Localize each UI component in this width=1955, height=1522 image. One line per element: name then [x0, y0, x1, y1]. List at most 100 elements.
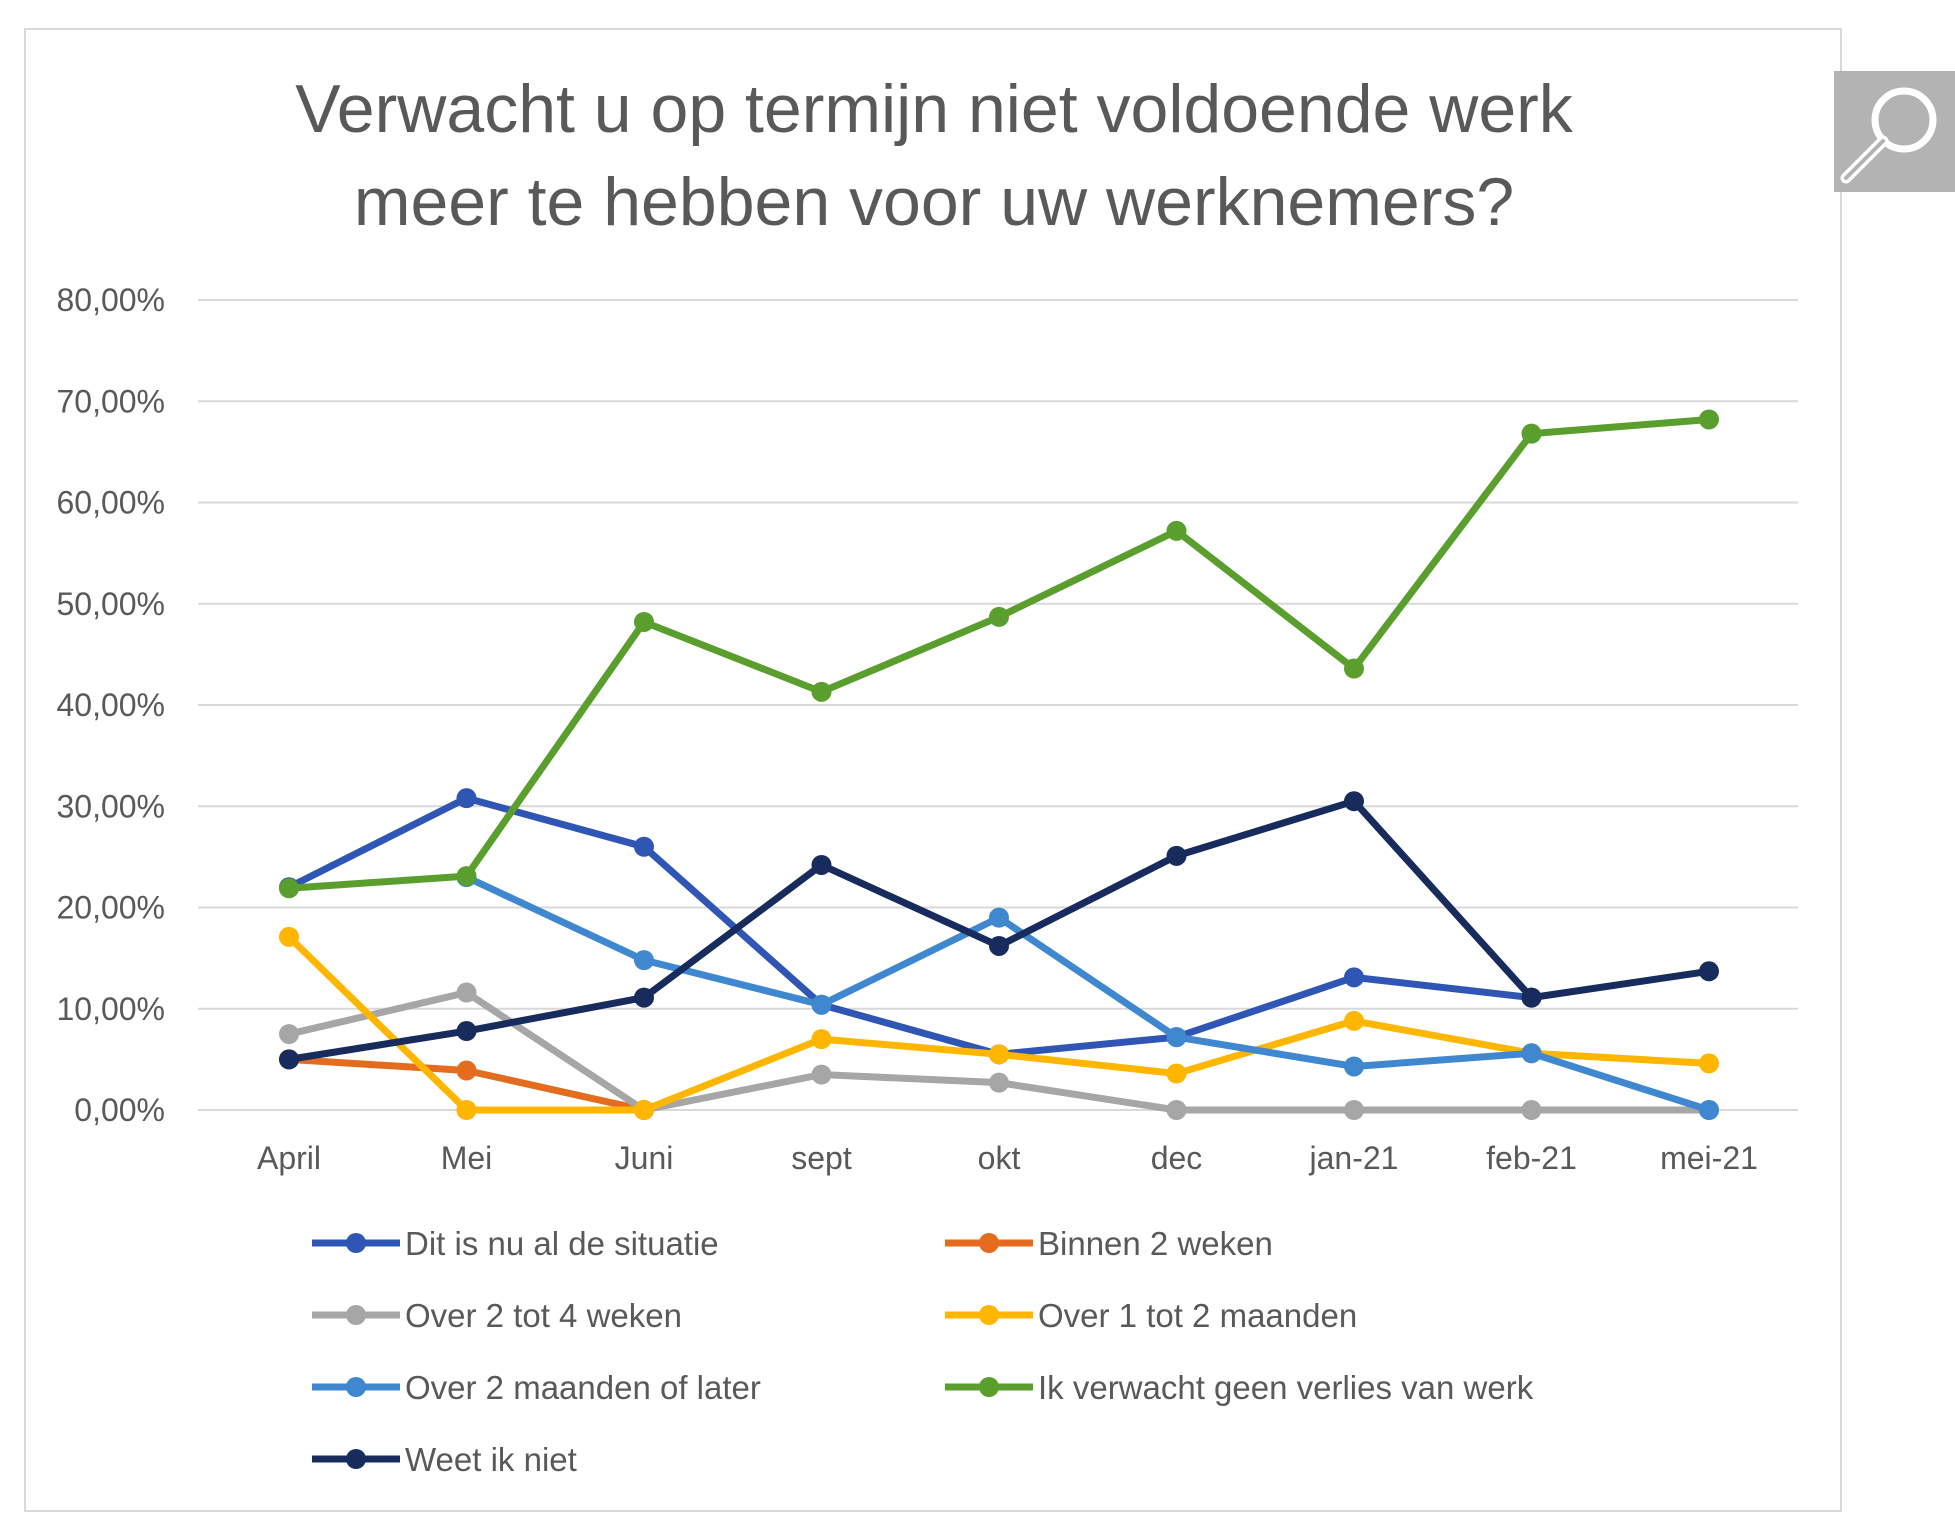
- data-point: [1521, 423, 1542, 444]
- x-axis-tick-labels: April Mei Juni sept okt dec jan-21 feb-21 mei-21: [257, 1140, 1758, 1176]
- legend-item: Over 2 tot 4 weken: [312, 1297, 682, 1334]
- data-point: [634, 836, 654, 857]
- data-point: [811, 994, 832, 1015]
- x-tick-label: Juni: [615, 1140, 674, 1176]
- x-tick-label: feb-21: [1486, 1140, 1577, 1176]
- data-point: [634, 611, 654, 632]
- data-point: [1521, 1043, 1542, 1064]
- legend-label: Over 2 maanden of later: [405, 1369, 761, 1406]
- x-tick-label: jan-21: [1309, 1140, 1399, 1176]
- zoom-button[interactable]: [1834, 71, 1955, 192]
- data-point: [634, 1100, 654, 1120]
- data-point: [811, 1029, 832, 1050]
- legend-item: Ik verwacht geen verlies van werk: [945, 1369, 1534, 1406]
- data-point: [1344, 791, 1364, 812]
- y-tick-label: 30,00%: [56, 788, 165, 824]
- data-point: [811, 854, 832, 875]
- y-tick-label: 20,00%: [56, 890, 165, 926]
- legend-item: Over 1 tot 2 maanden: [945, 1297, 1357, 1334]
- data-point: [1166, 1063, 1187, 1084]
- legend-swatch-marker: [346, 1449, 366, 1469]
- data-point: [989, 935, 1009, 956]
- series-line: [285, 415, 1713, 892]
- y-tick-label: 80,00%: [56, 282, 165, 318]
- x-tick-label: April: [257, 1140, 321, 1176]
- legend-swatch-marker: [346, 1377, 366, 1397]
- legend-swatch-marker: [979, 1377, 999, 1397]
- data-point: [456, 788, 477, 809]
- data-point: [989, 606, 1009, 627]
- x-tick-label: dec: [1151, 1140, 1203, 1176]
- data-point: [1521, 1100, 1542, 1120]
- data-point: [811, 1064, 832, 1085]
- legend-label: Weet ik niet: [405, 1441, 577, 1478]
- gridlines: [198, 299, 1798, 1111]
- data-point: [1699, 1100, 1719, 1120]
- series-lines: [279, 409, 1719, 1120]
- legend-swatch-marker: [346, 1305, 366, 1325]
- x-tick-label: sept: [791, 1140, 852, 1176]
- chart-title-line-1: Verwacht u op termijn niet voldoende wer…: [295, 71, 1574, 147]
- data-point: [456, 866, 477, 887]
- y-tick-label: 70,00%: [56, 383, 165, 419]
- legend-label: Over 1 tot 2 maanden: [1038, 1297, 1357, 1334]
- x-tick-label: okt: [978, 1140, 1021, 1176]
- series-4: [279, 926, 1719, 1120]
- legend-item: Dit is nu al de situatie: [312, 1225, 719, 1262]
- y-tick-label: 0,00%: [74, 1092, 165, 1128]
- chart-title: Verwacht u op termijn niet voldoende wer…: [295, 71, 1574, 240]
- data-point: [1344, 1010, 1364, 1031]
- x-tick-label: mei-21: [1660, 1140, 1758, 1176]
- legend-swatch-marker: [979, 1233, 999, 1253]
- data-point: [1344, 967, 1364, 988]
- data-point: [1166, 1027, 1187, 1048]
- x-tick-label: Mei: [441, 1140, 493, 1176]
- data-point: [279, 926, 299, 947]
- data-point: [811, 681, 832, 702]
- legend-swatch-marker: [979, 1305, 999, 1325]
- data-point: [1699, 1053, 1719, 1074]
- chart-title-line-2: meer te hebben voor uw werknemers?: [354, 164, 1514, 240]
- legend-label: Dit is nu al de situatie: [405, 1225, 719, 1262]
- y-tick-label: 10,00%: [56, 991, 165, 1027]
- data-point: [1166, 1100, 1187, 1120]
- data-point: [989, 1072, 1009, 1093]
- data-point: [1344, 1056, 1364, 1077]
- y-axis-tick-labels: 0,00% 10,00% 20,00% 30,00% 40,00% 50,00% 60,00…: [56, 282, 165, 1128]
- series-6: [279, 409, 1719, 899]
- legend-label: Ik verwacht geen verlies van werk: [1038, 1369, 1534, 1406]
- legend: Dit is nu al de situatie Binnen 2 weken Ov…: [312, 1225, 1534, 1478]
- data-point: [279, 1049, 299, 1070]
- data-point: [456, 1100, 477, 1120]
- y-tick-label: 50,00%: [56, 586, 165, 622]
- data-point: [1699, 409, 1719, 430]
- series-7: [279, 791, 1719, 1070]
- legend-label: Binnen 2 weken: [1038, 1225, 1273, 1262]
- chart-frame: [24, 28, 1842, 1512]
- data-point: [279, 1024, 299, 1045]
- data-point: [989, 907, 1009, 928]
- data-point: [989, 1044, 1009, 1065]
- data-point: [1166, 520, 1187, 541]
- data-point: [456, 1060, 477, 1081]
- data-point: [1521, 987, 1542, 1008]
- legend-item: Over 2 maanden of later: [312, 1369, 761, 1406]
- series-line: [285, 794, 1535, 1058]
- data-point: [1344, 658, 1364, 679]
- data-point: [456, 982, 477, 1003]
- legend-item: Binnen 2 weken: [945, 1225, 1273, 1262]
- series-line: [285, 797, 1713, 1063]
- data-point: [634, 950, 654, 971]
- series-line: [463, 873, 1713, 1114]
- magnifier-icon: [1840, 87, 1937, 184]
- legend-label: Over 2 tot 4 weken: [405, 1297, 682, 1334]
- data-point: [456, 1021, 477, 1042]
- legend-swatch-marker: [346, 1233, 366, 1253]
- data-point: [1699, 961, 1719, 982]
- data-point: [634, 987, 654, 1008]
- y-tick-label: 40,00%: [56, 687, 165, 723]
- data-point: [279, 878, 299, 899]
- y-tick-label: 60,00%: [56, 485, 165, 521]
- data-point: [1166, 845, 1187, 866]
